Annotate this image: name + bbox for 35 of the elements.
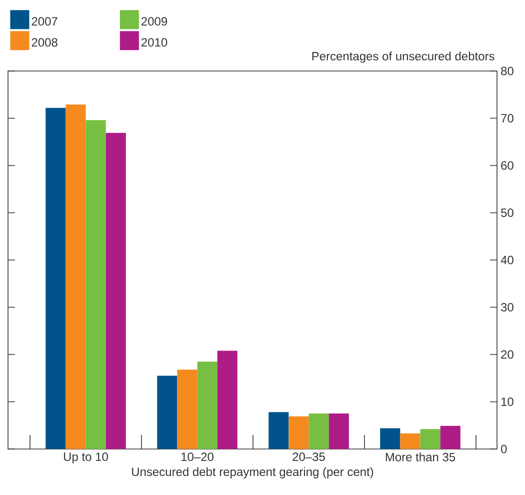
bar [66, 104, 86, 449]
bar [420, 429, 440, 449]
bar [157, 376, 178, 449]
y-axis-title: Percentages of unsecured debtors [312, 52, 494, 63]
bar [308, 414, 329, 449]
y-tick-label: 70 [501, 114, 514, 122]
bar [440, 426, 460, 449]
x-tick-label: 10–20 [181, 452, 214, 462]
legend-label: 2010 [142, 38, 168, 47]
bar [197, 362, 218, 449]
bar [288, 416, 309, 449]
x-tick-label: Up to 10 [64, 452, 108, 464]
y-tick-label: 60 [501, 161, 514, 170]
bar [400, 433, 420, 449]
bar [177, 370, 198, 449]
bar [328, 414, 349, 449]
bar [268, 412, 289, 449]
legend-label: 2009 [142, 17, 168, 26]
legend-label: 2007 [32, 17, 58, 26]
y-tick-label: 40 [500, 256, 514, 264]
bar [106, 132, 126, 449]
y-tick-label: 30 [500, 303, 514, 312]
x-tick-label: 20–35 [292, 452, 325, 462]
y-tick-label: 0 [501, 444, 507, 454]
bar [217, 350, 238, 449]
y-tick-label: 10 [501, 397, 514, 406]
bar [46, 108, 66, 449]
bar [86, 120, 106, 449]
y-tick-label: 20 [501, 350, 514, 359]
x-axis-title: Unsecured debt repayment gearing (per cent) [132, 467, 374, 478]
x-tick-label: More than 35 [386, 452, 456, 462]
bar [380, 428, 400, 449]
legend-label: 2008 [32, 38, 58, 47]
y-tick-label: 50 [501, 208, 514, 217]
y-tick-label: 80 [501, 66, 514, 76]
